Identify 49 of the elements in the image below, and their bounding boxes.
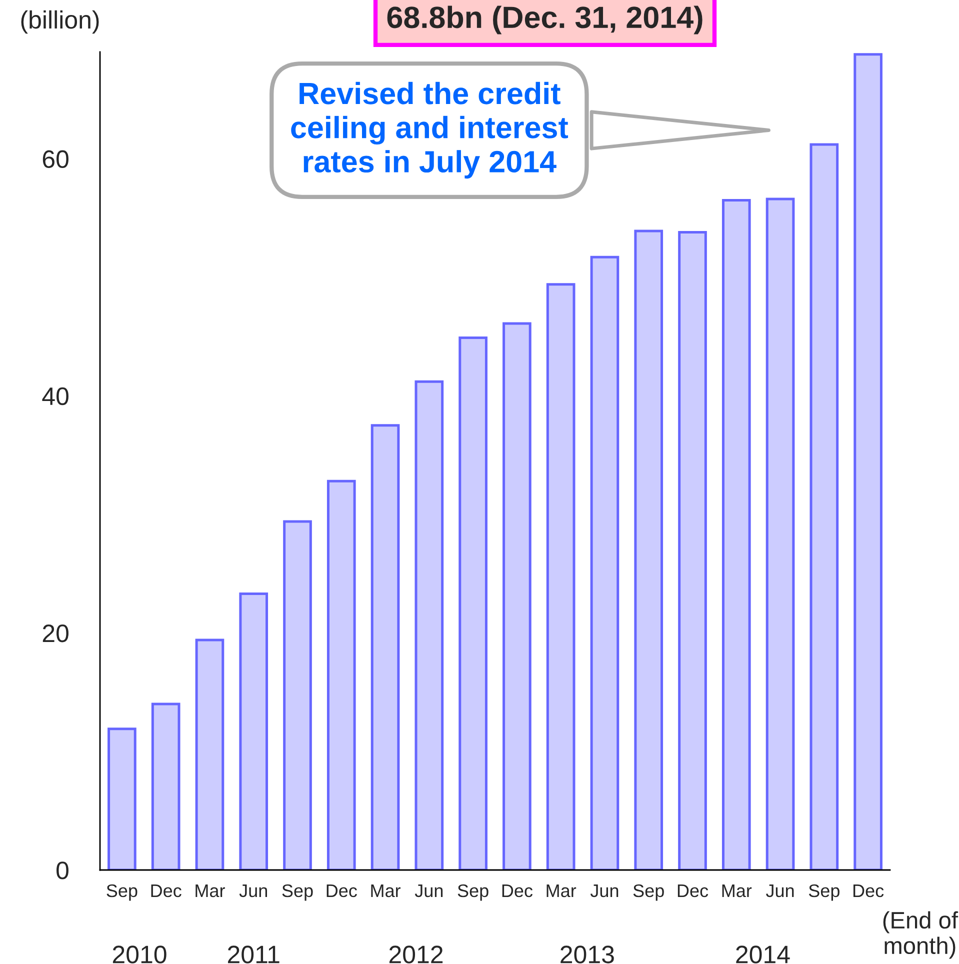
bar xyxy=(151,702,180,870)
y-tick-label: 40 xyxy=(42,387,68,406)
bar xyxy=(370,424,400,870)
x-tick-label: Sep xyxy=(633,884,664,901)
x-tick-label: Mar xyxy=(371,884,401,898)
bar xyxy=(810,143,839,870)
x-tick-label: Sep xyxy=(106,884,138,901)
bar xyxy=(283,520,312,870)
bar xyxy=(502,322,532,870)
x-tick-label: Jun xyxy=(414,884,443,898)
text: 2014 xyxy=(736,946,790,964)
x-tick-label: Dec xyxy=(678,884,708,898)
bar xyxy=(590,256,620,870)
chart-title: 68.8bn (Dec. 31, 2014) xyxy=(387,6,702,34)
bar xyxy=(108,728,136,870)
x-tick-label: Dec xyxy=(853,884,884,898)
x-tick-label: Dec xyxy=(326,884,357,898)
x-tick-label: Sep xyxy=(808,884,840,901)
y-tick-label: 60 xyxy=(42,150,68,168)
y-tick-label: 20 xyxy=(42,624,68,642)
y-tick-label: 0 xyxy=(56,862,68,880)
bar xyxy=(854,53,882,870)
bar xyxy=(239,592,268,870)
annotation: Revised the credit ceiling and interest rates in July 2014 xyxy=(291,82,568,179)
bar xyxy=(546,283,576,870)
bar xyxy=(766,198,795,870)
bar xyxy=(634,230,664,870)
x-tick-label: Jun xyxy=(766,884,794,898)
x-tick-label: Mar xyxy=(196,884,225,898)
x-tick-label: Sep xyxy=(458,884,488,901)
bar xyxy=(326,480,356,870)
x-tick-label: Sep xyxy=(282,884,313,901)
x-axis-title: (End of month) xyxy=(883,911,958,959)
text: 2013 xyxy=(560,946,614,964)
bar xyxy=(678,230,707,870)
text: 2011 xyxy=(228,946,280,964)
x-tick-label: Jun xyxy=(590,884,618,898)
x-tick-label: Dec xyxy=(151,884,182,898)
text: 2012 xyxy=(389,946,443,964)
text: 2010 xyxy=(112,946,166,964)
y-axis-title: (billion) xyxy=(21,10,99,34)
x-tick-label: Dec xyxy=(502,884,533,898)
x-tick-label: Jun xyxy=(239,884,267,898)
bar xyxy=(458,336,488,870)
bar xyxy=(195,638,224,870)
x-tick-label: Mar xyxy=(722,884,752,898)
bar xyxy=(722,198,751,870)
x-tick-label: Mar xyxy=(546,884,576,898)
bar xyxy=(414,380,444,870)
